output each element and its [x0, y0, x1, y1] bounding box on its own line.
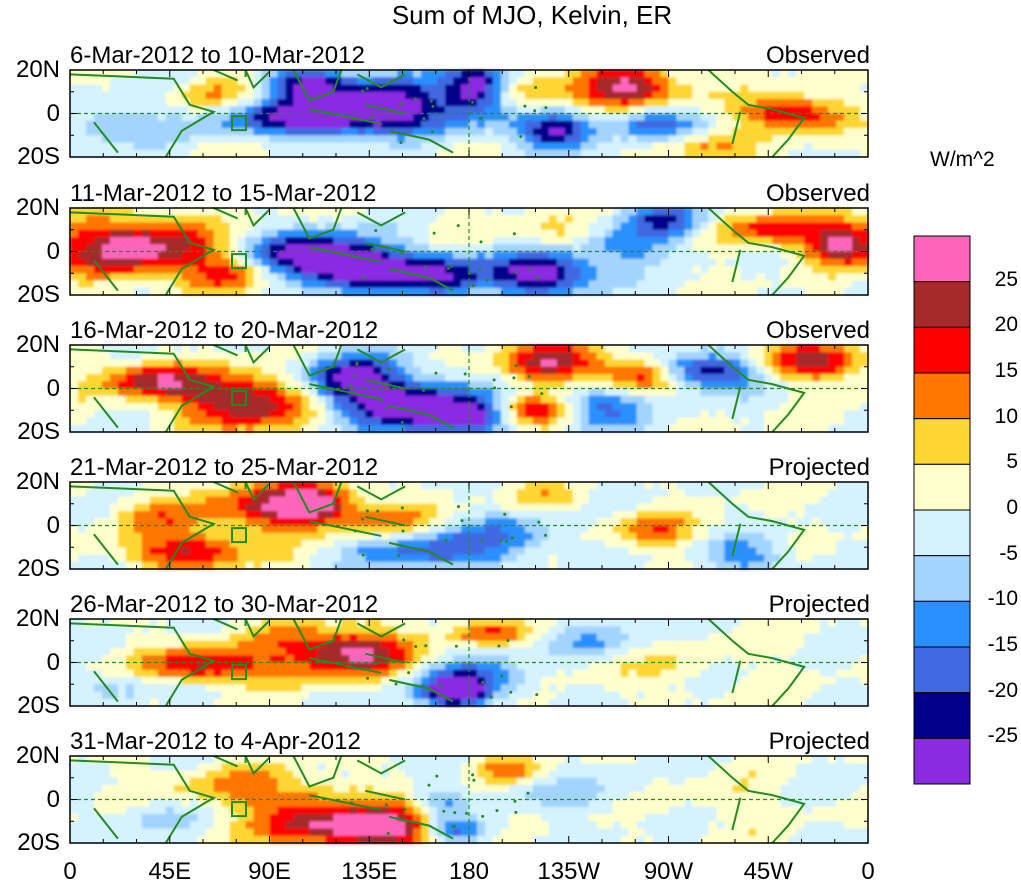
latitude-label: 20S	[17, 143, 60, 170]
colorbar-swatch	[913, 463, 971, 511]
map-panel	[69, 755, 869, 844]
map-panel	[69, 344, 869, 433]
latitude-label: 0	[46, 237, 60, 265]
colorbar-swatch	[913, 646, 971, 694]
coastlines	[69, 344, 806, 433]
longitude-label: 90E	[248, 858, 291, 885]
colorbar-swatch	[913, 235, 971, 283]
longitude-label: 180	[448, 858, 490, 885]
latitude-label: 20N	[15, 742, 60, 769]
colorbar-level-label: -15	[987, 633, 1018, 656]
panel-date-range: 16-Mar-2012 to 20-Mar-2012	[70, 317, 379, 344]
colorbar-level-label: 5	[1006, 450, 1018, 474]
colorbar-level-label: -25	[987, 724, 1018, 748]
coastlines	[69, 755, 806, 844]
panel-kind: Observed	[765, 42, 870, 69]
latitude-label: 0	[46, 374, 60, 402]
latitude-label: 0	[46, 511, 60, 539]
colorbar-swatch	[913, 509, 971, 557]
map-panel	[69, 69, 869, 158]
panel-kind: Observed	[765, 180, 870, 207]
latitude-label: 20N	[15, 194, 60, 221]
longitude-label: 45W	[743, 858, 793, 885]
colorbar-swatch	[913, 737, 971, 785]
colorbar-level-label: 20	[994, 313, 1018, 337]
latitude-label: 20S	[17, 281, 60, 308]
colorbar-swatch	[913, 418, 971, 465]
coastlines	[69, 69, 806, 158]
latitude-label: 20S	[17, 418, 60, 445]
map-panel	[69, 207, 869, 296]
panel-kind: Projected	[768, 591, 870, 618]
latitude-label: 20S	[17, 829, 60, 856]
colorbar-level-label: -20	[987, 678, 1018, 702]
panel-kind: Projected	[768, 728, 870, 755]
latitude-label: 0	[46, 99, 60, 127]
colorbar-swatch	[913, 692, 971, 739]
coastlines	[69, 618, 806, 707]
latitude-label: 20N	[15, 468, 60, 495]
panel-date-range: 31-Mar-2012 to 4-Apr-2012	[70, 728, 361, 755]
colorbar-swatch	[913, 372, 971, 420]
colorbar-swatch	[913, 281, 971, 328]
panel-date-range: 6-Mar-2012 to 10-Mar-2012	[70, 42, 365, 69]
latitude-label: 20N	[15, 56, 60, 83]
panel-kind: Observed	[765, 317, 870, 344]
colorbar-level-label: 10	[994, 404, 1018, 428]
colorbar-swatch	[913, 555, 971, 602]
latitude-label: 0	[46, 785, 60, 813]
colorbar-level-label: 0	[1006, 496, 1018, 519]
longitude-label: 45E	[148, 858, 192, 885]
panel-kind: Projected	[768, 454, 870, 481]
latitude-label: 20S	[17, 692, 60, 719]
longitude-label: 90W	[643, 858, 694, 885]
colorbar-level-label: 25	[994, 267, 1018, 291]
panel-date-range: 11-Mar-2012 to 15-Mar-2012	[70, 180, 377, 207]
colorbar-level-label: -10	[987, 587, 1018, 611]
coastlines	[69, 481, 806, 570]
figure-title: Sum of MJO, Kelvin, ER	[391, 0, 673, 30]
longitude-label: 135E	[341, 858, 398, 885]
map-panel	[69, 481, 869, 570]
map-panel	[69, 618, 869, 707]
latitude-label: 0	[46, 648, 60, 676]
longitude-label: 135W	[537, 858, 601, 885]
longitude-label: 0	[63, 858, 77, 885]
latitude-label: 20S	[17, 555, 60, 582]
colorbar-level-label: 15	[994, 359, 1018, 382]
latitude-label: 20N	[15, 605, 60, 632]
panel-date-range: 26-Mar-2012 to 30-Mar-2012	[70, 591, 379, 618]
latitude-label: 20N	[15, 331, 60, 358]
colorbar-swatch	[913, 326, 971, 374]
longitude-label: 0	[861, 858, 875, 885]
coastlines	[69, 207, 806, 296]
panel-date-range: 21-Mar-2012 to 25-Mar-2012	[70, 454, 379, 481]
colorbar-level-label: -5	[999, 541, 1018, 565]
colorbar-swatch	[913, 600, 971, 648]
colorbar-units: W/m^2	[930, 148, 995, 171]
